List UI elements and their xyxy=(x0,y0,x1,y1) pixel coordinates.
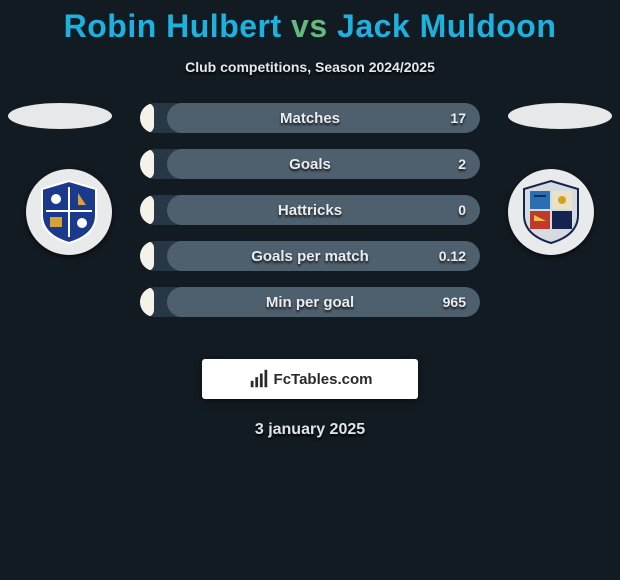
subtitle: Club competitions, Season 2024/2025 xyxy=(0,59,620,75)
date-text: 3 january 2025 xyxy=(0,421,620,439)
stat-value-right: 17 xyxy=(450,103,466,133)
logo-text: FcTables.com xyxy=(274,371,373,388)
stat-value-right: 0.12 xyxy=(439,241,466,271)
comparison-content: Matches17 Goals2 Hattricks0 Goals per match… xyxy=(0,103,620,353)
player1-name: Robin Hulbert xyxy=(64,8,282,44)
fctables-logo: FcTables.com xyxy=(202,359,418,399)
player1-club-crest xyxy=(26,169,112,255)
comparison-title: Robin Hulbert vs Jack Muldoon xyxy=(0,0,620,45)
stat-label: Goals xyxy=(140,149,480,179)
player1-avatar-placeholder xyxy=(8,103,112,129)
stat-bar-row: Hattricks0 xyxy=(140,195,480,225)
player2-club-crest xyxy=(508,169,594,255)
stat-value-right: 0 xyxy=(458,195,466,225)
stat-bars: Matches17 Goals2 Hattricks0 Goals per match… xyxy=(140,103,480,333)
vs-text: vs xyxy=(291,8,328,44)
stat-label: Hattricks xyxy=(140,195,480,225)
stat-label: Matches xyxy=(140,103,480,133)
shield-icon xyxy=(34,177,104,247)
stat-bar-row: Matches17 xyxy=(140,103,480,133)
stat-value-right: 965 xyxy=(443,287,466,317)
stat-bar-row: Goals2 xyxy=(140,149,480,179)
player2-avatar-placeholder xyxy=(508,103,612,129)
shield-icon xyxy=(516,177,586,247)
stat-value-right: 2 xyxy=(458,149,466,179)
stat-bar-row: Goals per match0.12 xyxy=(140,241,480,271)
chart-bar-icon xyxy=(248,368,270,390)
stat-label: Goals per match xyxy=(140,241,480,271)
stat-bar-row: Min per goal965 xyxy=(140,287,480,317)
player2-name: Jack Muldoon xyxy=(337,8,556,44)
stat-label: Min per goal xyxy=(140,287,480,317)
